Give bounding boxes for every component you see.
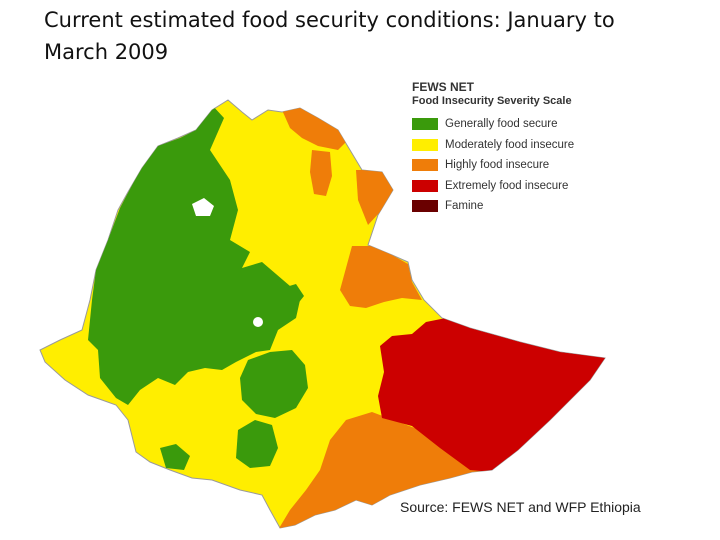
legend-swatch [412, 159, 438, 172]
map-legend: FEWS NET Food Insecurity Severity Scale … [412, 80, 627, 217]
region-generally-food-secure [160, 444, 190, 470]
legend-label: Highly food insecure [445, 159, 550, 172]
legend-label: Generally food secure [445, 118, 558, 131]
source-credit: Source: FEWS NET and WFP Ethiopia [400, 499, 641, 515]
lake [253, 317, 263, 327]
legend-swatch [412, 118, 438, 131]
legend-label: Extremely food insecure [445, 179, 569, 192]
region-highly-food-insecure [282, 106, 346, 150]
legend-item-moderately-food-insecure: Moderately food insecure [412, 135, 627, 156]
legend-item-generally-food-secure: Generally food secure [412, 114, 627, 135]
region-generally-food-secure [276, 284, 304, 306]
lake [192, 198, 214, 216]
legend-brand: FEWS NET [412, 80, 474, 94]
region-highly-food-insecure [310, 150, 332, 196]
region-generally-food-secure [236, 420, 278, 468]
region-extremely-food-insecure [378, 318, 605, 472]
region-highly-food-insecure [340, 246, 422, 308]
legend-title: Food Insecurity Severity Scale [412, 95, 572, 107]
region-generally-food-secure [88, 105, 300, 405]
legend-item-famine: Famine [412, 196, 627, 217]
legend-swatch [412, 179, 438, 192]
legend-label: Famine [445, 200, 484, 213]
region-generally-food-secure [240, 350, 308, 418]
region-highly-food-insecure [356, 170, 394, 225]
legend-label: Moderately food insecure [445, 138, 575, 151]
legend-swatch [412, 138, 438, 151]
legend-item-extremely-food-insecure: Extremely food insecure [412, 176, 627, 197]
legend-item-highly-food-insecure: Highly food insecure [412, 155, 627, 176]
legend-swatch [412, 200, 438, 213]
slide-title: Current estimated food security conditio… [44, 8, 615, 64]
